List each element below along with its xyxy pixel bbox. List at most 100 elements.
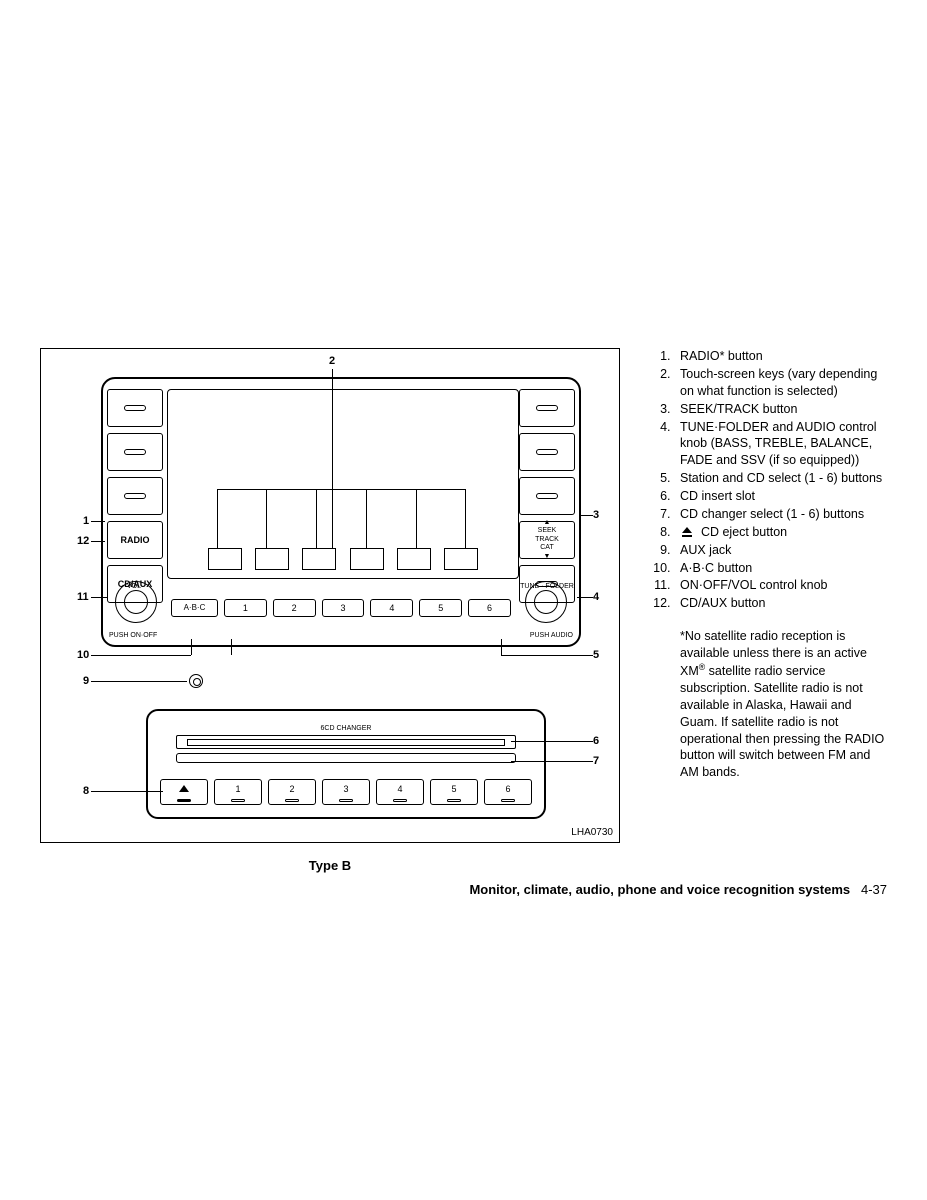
legend: RADIO* button Touch-screen keys (vary de… xyxy=(640,348,887,843)
leader-line xyxy=(91,521,105,522)
callout-9: 9 xyxy=(83,675,89,687)
callout-2: 2 xyxy=(329,355,335,367)
preset-row: A·B·C 1 2 3 4 5 6 xyxy=(171,599,511,617)
leader-line xyxy=(91,597,107,598)
preset-4: 4 xyxy=(370,599,413,617)
cd-select-3: 3 xyxy=(322,779,370,805)
preset-6: 6 xyxy=(468,599,511,617)
cd-changer: 6CD CHANGER 1 2 3 4 5 6 xyxy=(146,709,546,819)
cat-label: CAT xyxy=(540,544,553,552)
legend-item: Station and CD select (1 - 6) buttons xyxy=(674,470,887,487)
footer-page: 4-37 xyxy=(861,882,887,897)
seek-track-button: ▲ SEEK TRACK CAT ▼ xyxy=(519,521,575,559)
callout-6: 6 xyxy=(593,735,599,747)
soft-key xyxy=(397,548,431,570)
push-on-label: PUSH ON·OFF xyxy=(109,632,157,639)
legend-item: Touch-screen keys (vary depending on wha… xyxy=(674,366,887,400)
push-audio-label: PUSH AUDIO xyxy=(530,632,573,639)
legend-item: SEEK/TRACK button xyxy=(674,401,887,418)
callout-12: 12 xyxy=(77,535,89,547)
cd-slot xyxy=(176,735,516,749)
blank-button xyxy=(519,477,575,515)
left-button-column: RADIO CD/AUX xyxy=(107,389,163,579)
leader-line xyxy=(416,489,417,549)
tune-knob xyxy=(525,581,567,623)
callout-10: 10 xyxy=(77,649,89,661)
cd-slot-secondary xyxy=(176,753,516,763)
callout-3: 3 xyxy=(593,509,599,521)
cd-button-row: 1 2 3 4 5 6 xyxy=(160,779,532,805)
callout-7: 7 xyxy=(593,755,599,767)
blank-button xyxy=(107,433,163,471)
soft-key xyxy=(255,548,289,570)
aux-jack xyxy=(189,674,203,688)
legend-item: CD/AUX button xyxy=(674,595,887,612)
page-footer: Monitor, climate, audio, phone and voice… xyxy=(40,882,887,897)
diagram-wrapper: RADIO CD/AUX ▲ SEEK TRACK CAT ▼ xyxy=(40,348,620,843)
soft-key xyxy=(444,548,478,570)
preset-1: 1 xyxy=(224,599,267,617)
blank-button xyxy=(107,389,163,427)
legend-item: RADIO* button xyxy=(674,348,887,365)
leader-line xyxy=(316,489,317,549)
soft-key xyxy=(302,548,336,570)
leader-line xyxy=(217,489,218,549)
callout-8: 8 xyxy=(83,785,89,797)
soft-key xyxy=(350,548,384,570)
abc-button: A·B·C xyxy=(171,599,218,617)
diagram-box: RADIO CD/AUX ▲ SEEK TRACK CAT ▼ xyxy=(40,348,620,843)
figure-id: LHA0730 xyxy=(571,827,613,838)
legend-item: AUX jack xyxy=(674,542,887,559)
manual-page: RADIO CD/AUX ▲ SEEK TRACK CAT ▼ xyxy=(0,0,927,1200)
preset-3: 3 xyxy=(322,599,365,617)
blank-button xyxy=(107,477,163,515)
seek-label: SEEK xyxy=(538,527,557,535)
preset-5: 5 xyxy=(419,599,462,617)
legend-item: TUNE·FOLDER and AUDIO control knob (BASS… xyxy=(674,419,887,470)
legend-item: CD insert slot xyxy=(674,488,887,505)
cd-select-2: 2 xyxy=(268,779,316,805)
preset-2: 2 xyxy=(273,599,316,617)
cd-select-1: 1 xyxy=(214,779,262,805)
cd-select-6: 6 xyxy=(484,779,532,805)
eject-button xyxy=(160,779,208,805)
callout-1: 1 xyxy=(83,515,89,527)
legend-item: ON·OFF/VOL control knob xyxy=(674,577,887,594)
eject-icon xyxy=(680,527,694,537)
leader-line xyxy=(231,639,232,655)
leader-line xyxy=(581,515,593,516)
touch-screen xyxy=(167,389,519,579)
callout-4: 4 xyxy=(593,591,599,603)
leader-line xyxy=(511,741,593,742)
blank-button xyxy=(519,433,575,471)
legend-item-text: CD eject button xyxy=(701,525,787,539)
callout-5: 5 xyxy=(593,649,599,661)
track-label: TRACK xyxy=(535,536,559,544)
cd-select-4: 4 xyxy=(376,779,424,805)
leader-line xyxy=(91,681,187,682)
cd-changer-title: 6CD CHANGER xyxy=(148,725,544,732)
callout-11: 11 xyxy=(77,591,89,603)
legend-item: CD eject button xyxy=(674,524,887,541)
head-unit: RADIO CD/AUX ▲ SEEK TRACK CAT ▼ xyxy=(101,377,581,647)
footnote: *No satellite radio reception is availab… xyxy=(640,628,887,781)
blank-button xyxy=(519,389,575,427)
leader-line xyxy=(332,369,333,549)
leader-line xyxy=(91,655,191,656)
type-label: Type B xyxy=(40,858,620,873)
leader-line xyxy=(366,489,367,549)
leader-line xyxy=(217,489,465,490)
soft-keys-row xyxy=(208,548,478,570)
cd-select-5: 5 xyxy=(430,779,478,805)
legend-item: CD changer select (1 - 6) buttons xyxy=(674,506,887,523)
leader-line xyxy=(501,655,593,656)
leader-line xyxy=(577,597,593,598)
leader-line xyxy=(91,541,105,542)
leader-line xyxy=(465,489,466,549)
radio-button: RADIO xyxy=(107,521,163,559)
right-button-column: ▲ SEEK TRACK CAT ▼ xyxy=(519,389,575,579)
leader-line xyxy=(501,639,502,655)
soft-key xyxy=(208,548,242,570)
vol-knob xyxy=(115,581,157,623)
leader-line xyxy=(191,639,192,655)
